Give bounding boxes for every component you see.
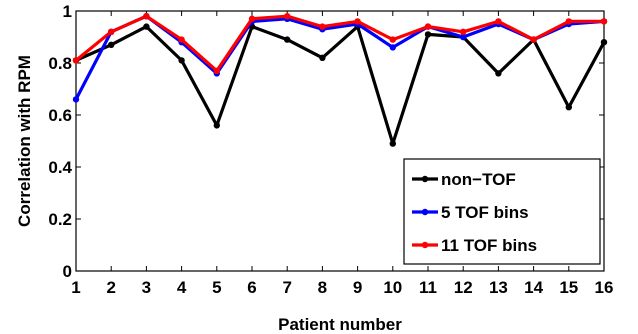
- data-point: [143, 23, 150, 30]
- data-point: [460, 28, 467, 35]
- x-tick-label: 16: [595, 278, 614, 297]
- data-point: [72, 96, 80, 103]
- data-point: [178, 57, 185, 64]
- y-axis-title: Correlation with RPM: [15, 55, 34, 227]
- data-point: [495, 70, 502, 77]
- y-tick-label: 0: [63, 262, 72, 281]
- y-tick-label: 0.4: [48, 158, 72, 177]
- x-tick-label: 15: [559, 278, 578, 297]
- y-tick-label: 0.8: [48, 54, 72, 73]
- data-point: [424, 31, 432, 38]
- x-tick-label: 11: [419, 278, 437, 297]
- x-tick-label: 6: [247, 278, 256, 297]
- x-tick-label: 4: [177, 278, 187, 297]
- data-point: [600, 18, 608, 25]
- legend-label: 5 TOF bins: [441, 203, 529, 222]
- x-tick-label: 14: [524, 278, 543, 297]
- y-axis: 0 0.2 0.4 0.6 0.8 1: [48, 2, 604, 281]
- data-point: [319, 23, 326, 30]
- data-point: [600, 39, 608, 46]
- series-3: [72, 13, 608, 75]
- x-tick-label: 8: [318, 278, 327, 297]
- legend-label: non−TOF: [441, 170, 516, 189]
- y-tick-label: 0.2: [48, 210, 72, 229]
- legend: non−TOF 5 TOF bins 11 TOF bins: [403, 158, 601, 265]
- x-tick-label: 13: [489, 278, 508, 297]
- data-point: [108, 41, 115, 48]
- legend-marker: [421, 241, 429, 249]
- data-point: [248, 15, 256, 22]
- data-point: [178, 36, 185, 43]
- legend-label: 11 TOF bins: [441, 236, 537, 255]
- x-tick-label: 10: [383, 278, 402, 297]
- x-tick-label: 12: [454, 278, 473, 297]
- legend-marker: [421, 208, 429, 216]
- x-tick-label: 3: [142, 278, 151, 297]
- x-tick-label: 7: [282, 278, 291, 297]
- series-1: [72, 23, 608, 147]
- data-point: [354, 18, 361, 25]
- x-tick-label: 5: [212, 278, 221, 297]
- data-point: [389, 36, 396, 43]
- data-point: [284, 36, 291, 43]
- data-point: [530, 36, 537, 43]
- data-point: [460, 33, 467, 41]
- data-point: [495, 18, 502, 25]
- x-axis-title: Patient number: [278, 315, 402, 334]
- series-line: [75, 25, 606, 146]
- data-point: [565, 104, 572, 111]
- series-line: [74, 14, 604, 73]
- x-tick-label: 9: [353, 278, 362, 297]
- data-point: [213, 67, 220, 75]
- x-tick-label: 2: [106, 278, 115, 297]
- data-point: [319, 54, 326, 61]
- data-point: [284, 13, 291, 20]
- legend-marker: [421, 175, 429, 183]
- data-point: [389, 140, 396, 147]
- x-axis: 1 2 3 4 5 6 7 8 9 10 11 12 13 14 15 16: [71, 11, 613, 297]
- data-point: [424, 23, 432, 30]
- data-point: [72, 57, 80, 64]
- data-point: [213, 122, 220, 129]
- data-point: [108, 28, 115, 35]
- data-point: [389, 44, 396, 51]
- y-tick-label: 0.6: [48, 106, 72, 125]
- x-tick-label: 1: [71, 278, 80, 297]
- data-point: [565, 18, 572, 25]
- y-tick-label: 1: [63, 2, 72, 21]
- series-layer: [72, 13, 608, 147]
- data-point: [143, 13, 150, 20]
